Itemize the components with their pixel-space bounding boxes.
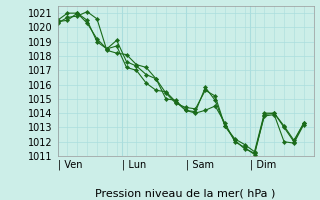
Text: | Sam: | Sam xyxy=(186,159,214,170)
Text: | Lun: | Lun xyxy=(122,159,146,170)
Text: | Dim: | Dim xyxy=(250,159,276,170)
Text: Pression niveau de la mer( hPa ): Pression niveau de la mer( hPa ) xyxy=(95,189,276,199)
Text: | Ven: | Ven xyxy=(58,159,82,170)
